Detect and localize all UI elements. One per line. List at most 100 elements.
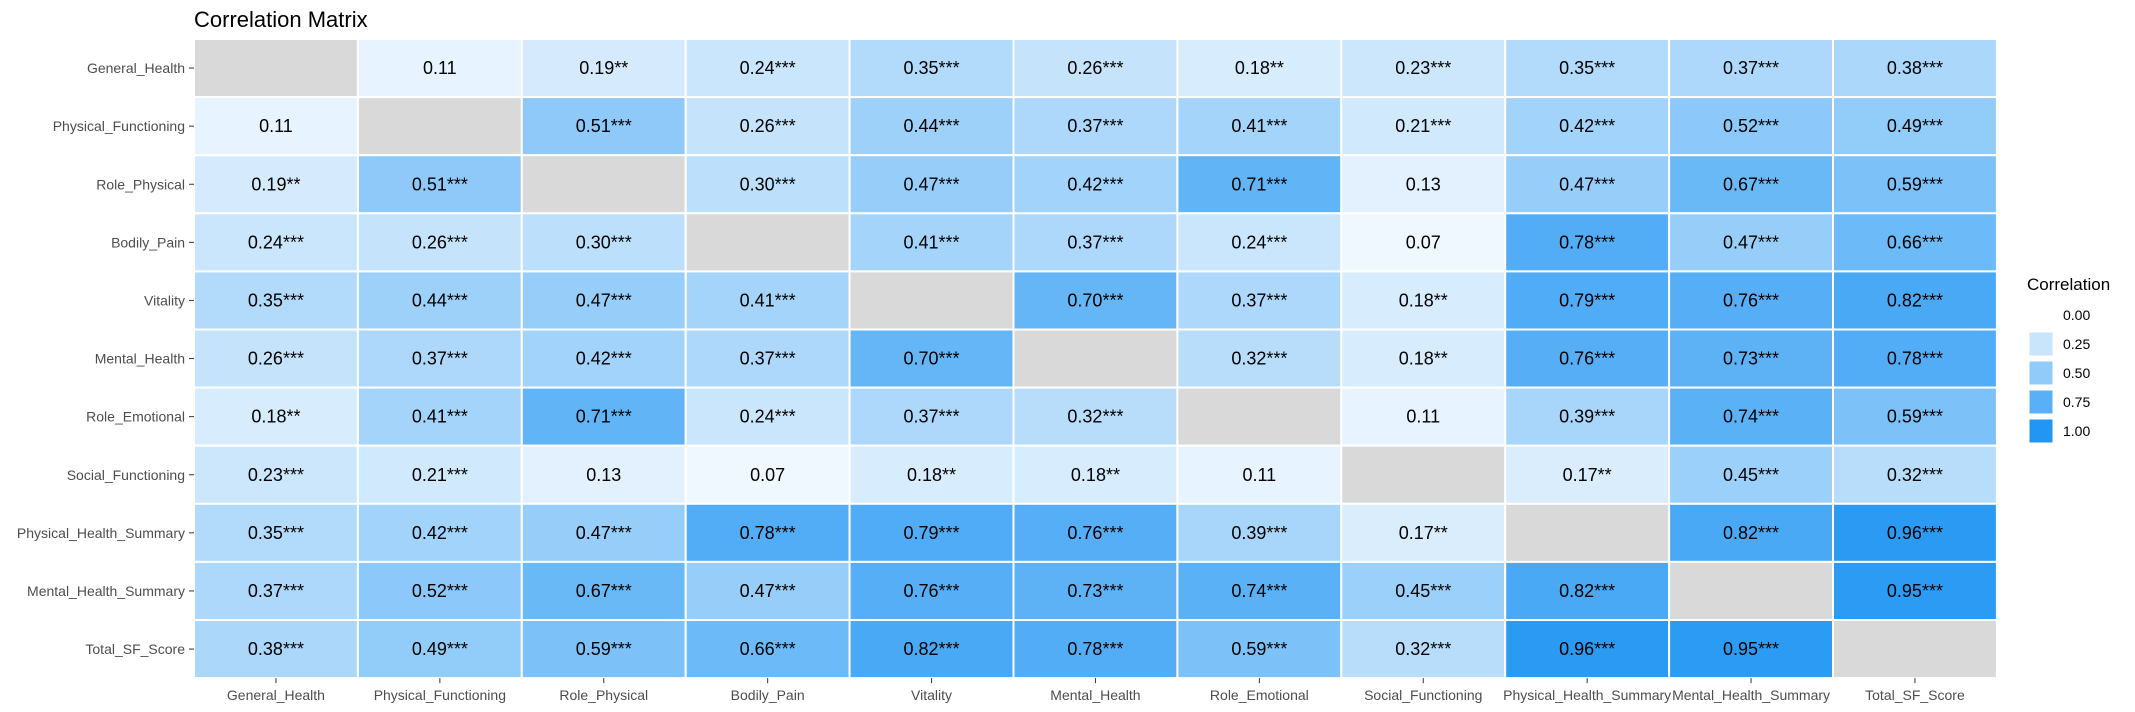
cell-value-label: 0.78*** [1067,639,1123,659]
y-tick-label: General_Health [87,60,185,76]
cell-value-label: 0.35*** [1559,58,1615,78]
cell-value-label: 0.38*** [1887,58,1943,78]
cell-value-label: 0.59*** [1231,639,1287,659]
cell-value-label: 0.37*** [1231,290,1287,310]
heatmap-cell [1340,619,1507,680]
heatmap-cell [1340,38,1507,99]
cell-value-label: 0.42*** [576,349,632,369]
heatmap-cell [193,96,359,157]
cell-value-label: 0.37*** [248,581,304,601]
heatmap-cell [1176,502,1343,563]
heatmap-cell [1832,560,1998,622]
cell-value-label: 0.41*** [412,407,468,427]
cell-value-label: 0.76*** [1723,290,1779,310]
cell-value-label: 0.59*** [1887,174,1943,194]
heatmap-cell [1668,502,1834,563]
cell-value-label: 0.32*** [1887,465,1943,485]
heatmap-cell [356,386,523,447]
heatmap-cell [848,619,1015,680]
heatmap-cell [193,270,359,331]
heatmap-cell [1012,328,1179,389]
cell-value-label: 0.52*** [412,581,468,601]
heatmap-cell [1340,386,1507,447]
heatmap-cell [1012,270,1179,331]
legend-label: 0.25 [2063,336,2090,352]
heatmap-cell [520,154,687,215]
y-tick-label: Physical_Functioning [53,118,185,134]
heatmap-cell [1340,502,1507,563]
y-tick-label: Bodily_Pain [111,234,185,250]
heatmap-cell [1832,154,1998,215]
cell-value-label: 0.71*** [576,407,632,427]
legend-label: 0.75 [2063,394,2090,410]
y-axis: General_Health Physical_Functioning Role_P… [17,60,194,657]
cell-value-label: 0.41*** [740,290,796,310]
heatmap-cell [1832,502,1998,563]
heatmap-cell [1012,212,1179,273]
cell-value-label: 0.82*** [1723,523,1779,543]
x-tick-label: Total_SF_Score [1865,687,1965,703]
heatmap-cell [1012,96,1179,157]
cell-value-label: 0.73*** [1067,581,1123,601]
cell-value-label: 0.32*** [1395,639,1451,659]
heatmap-cell [1504,212,1671,273]
cell-value-label: 0.24*** [248,232,304,252]
heatmap-cell [1668,560,1834,622]
cell-value-label: 0.13 [586,465,621,485]
heatmap-cell [1176,386,1343,447]
cell-value-label: 0.95*** [1723,639,1779,659]
cell-value-label: 0.18** [907,465,956,485]
heatmap-cell [193,328,359,389]
cell-value-label: 0.78*** [740,523,796,543]
cell-value-label: 0.13 [1406,174,1441,194]
heatmap-cell [1668,619,1834,680]
cell-value-label: 0.96*** [1887,523,1943,543]
cell-value-label: 0.47*** [1559,174,1615,194]
legend-label: 0.00 [2063,307,2090,323]
heatmap-cell [848,96,1015,157]
y-tick-label: Social_Functioning [67,467,185,483]
cell-value-label: 0.18** [1235,58,1284,78]
heatmap-cell [193,502,359,563]
heatmap-cell [520,212,687,273]
cell-value-label: 0.42*** [412,523,468,543]
cell-value-label: 0.44*** [904,116,960,136]
cell-value-label: 0.32*** [1067,407,1123,427]
cell-value-label: 0.23*** [1395,58,1451,78]
legend-key [2028,360,2054,386]
heatmap-cell [848,270,1015,331]
cell-value-label: 0.19** [251,174,300,194]
heatmap-cell [193,386,359,447]
heatmap-cell [1012,38,1179,99]
cell-value-label: 0.76*** [904,581,960,601]
cell-value-label: 0.18** [1399,290,1448,310]
heatmap-cell [1832,38,1998,99]
heatmap-cell [520,96,687,157]
heatmap-cell [684,212,851,273]
cell-value-label: 0.52*** [1723,116,1779,136]
cell-value-label: 0.39*** [1559,407,1615,427]
heatmap-cell [1340,444,1507,505]
cell-value-label: 0.82*** [1559,581,1615,601]
cell-value-label: 0.79*** [904,523,960,543]
heatmap-cell [1012,444,1179,505]
heatmap-cell [193,444,359,505]
x-tick-label: Mental_Health_Summary [1672,687,1830,703]
cell-value-label: 0.35*** [248,290,304,310]
cell-value-label: 0.37*** [1723,58,1779,78]
heatmap-cell [520,270,687,331]
cell-value-label: 0.82*** [904,639,960,659]
cell-value-label: 0.11 [1242,465,1276,485]
heatmap-cell [1832,444,1998,505]
cell-value-label: 0.30*** [740,174,796,194]
cell-value-label: 0.41*** [904,232,960,252]
cell-value-label: 0.96*** [1559,639,1615,659]
cell-value-label: 0.24*** [1231,232,1287,252]
cell-value-label: 0.24*** [740,58,796,78]
x-axis: General_Health Physical_Functioning Role_P… [227,678,1965,703]
cell-value-label: 0.45*** [1395,581,1451,601]
heatmap-cell [1832,212,1998,273]
heatmap-cell [1176,154,1343,215]
cell-value-label: 0.17** [1399,523,1448,543]
